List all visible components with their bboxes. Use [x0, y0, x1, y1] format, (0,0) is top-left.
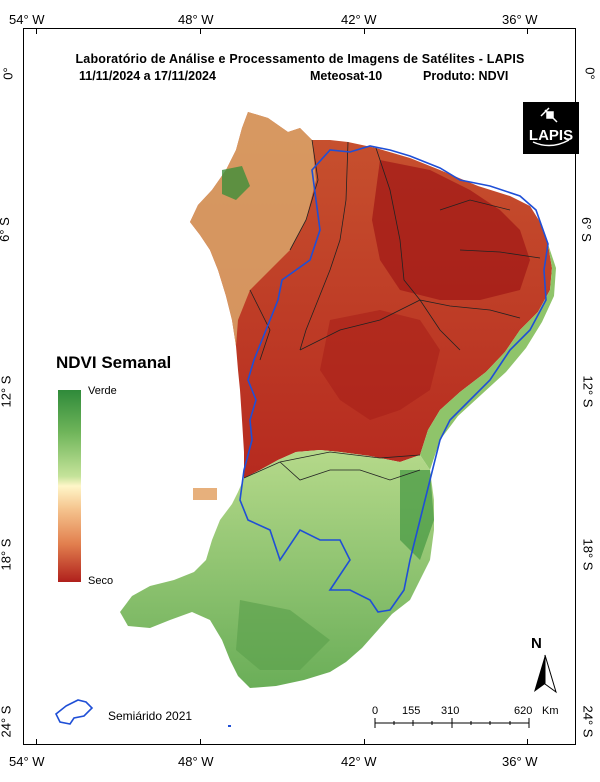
- period-label: 11/11/2024 a 17/11/2024: [79, 69, 216, 83]
- north-label: N: [531, 635, 542, 652]
- frame-tick: [364, 739, 365, 745]
- legend-colorbar: [58, 390, 81, 582]
- scale-bar: [374, 718, 530, 728]
- lapis-logo: LAPIS: [523, 102, 579, 154]
- frame-tick: [527, 28, 528, 34]
- north-arrow-icon: [534, 654, 557, 694]
- frame-tick: [364, 28, 365, 34]
- product-label: Produto: NDVI: [423, 69, 509, 83]
- legend-title: NDVI Semanal: [56, 353, 172, 372]
- semiarid-legend-label: Semiárido 2021: [108, 709, 193, 723]
- map-title: Laboratório de Análise e Processamento d…: [75, 52, 525, 66]
- green-patch: [400, 470, 434, 560]
- logo-text: LAPIS: [528, 127, 574, 144]
- semiarid-legend-symbol: [54, 699, 94, 725]
- scale-tick-620: 620: [514, 705, 533, 717]
- lon-label-top-1: 54° W: [9, 12, 45, 27]
- frame-tick: [36, 739, 37, 745]
- frame-tick: [200, 28, 201, 34]
- lon-label-bottom-2: 48° W: [178, 754, 214, 769]
- scale-tick-0: 0: [372, 705, 379, 717]
- state-borders: [243, 139, 541, 481]
- lon-label-top-3: 42° W: [341, 12, 377, 27]
- frame-tick: [36, 28, 37, 34]
- green-patch: [236, 600, 330, 670]
- region-south: [120, 450, 434, 688]
- lon-label-bottom-4: 36° W: [502, 754, 538, 769]
- scale-tick-155: 155: [402, 705, 421, 717]
- region-fragment: [193, 488, 217, 500]
- frame-tick: [527, 739, 528, 745]
- lon-label-bottom-1: 54° W: [9, 754, 45, 769]
- semiarid-boundary: [239, 145, 549, 613]
- region-coast: [420, 244, 556, 470]
- frame-tick: [200, 739, 201, 745]
- green-patch: [222, 166, 250, 200]
- lon-label-top-2: 48° W: [178, 12, 214, 27]
- scale-unit: Km: [542, 705, 559, 717]
- legend-top-label: Verde: [88, 385, 117, 397]
- lon-label-top-4: 36° W: [502, 12, 538, 27]
- map-dot: [228, 725, 231, 727]
- legend-bottom-label: Seco: [88, 575, 114, 587]
- satellite-icon: [532, 107, 570, 147]
- region-northwest: [190, 112, 316, 346]
- lon-label-bottom-3: 42° W: [341, 754, 377, 769]
- dry-patch: [320, 310, 440, 420]
- scale-tick-310: 310: [441, 705, 460, 717]
- dry-patch: [372, 160, 530, 300]
- satellite-label: Meteosat-10: [310, 69, 383, 83]
